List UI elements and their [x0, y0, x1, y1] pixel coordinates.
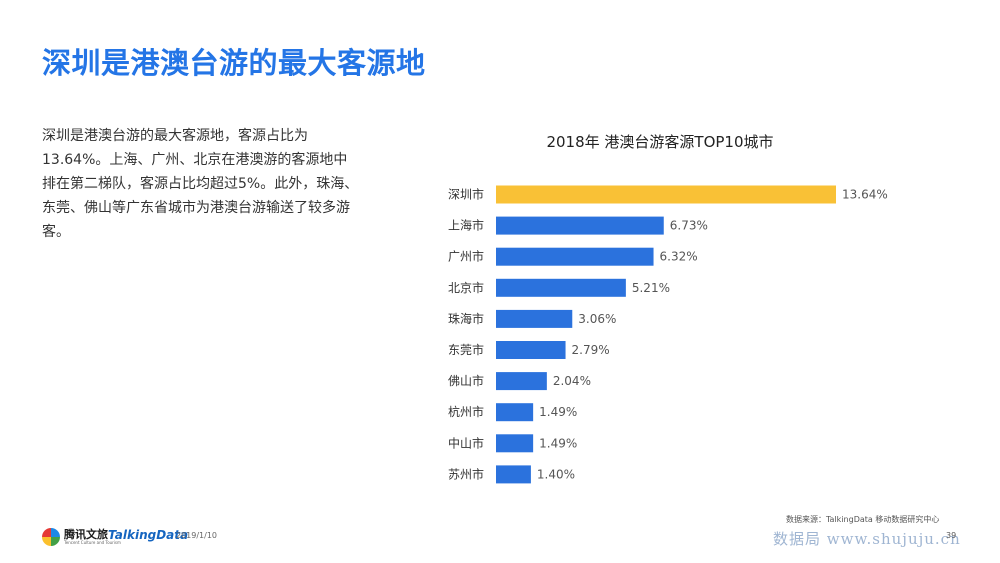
category-label: 珠海市	[448, 311, 484, 326]
bar	[496, 372, 547, 391]
category-label: 深圳市	[448, 187, 484, 202]
tencent-logo-icon	[42, 528, 60, 546]
bar	[496, 185, 836, 204]
category-label: 广州市	[448, 249, 484, 264]
value-label: 1.40%	[537, 467, 575, 481]
talkingdata-logo: TalkingData	[108, 528, 189, 542]
value-label: 1.49%	[539, 405, 577, 419]
tencent-logo-text: 腾讯文旅	[64, 528, 108, 541]
category-label: 北京市	[448, 280, 484, 295]
bar	[496, 465, 531, 484]
bar	[496, 434, 534, 453]
bar	[496, 278, 626, 297]
category-label: 佛山市	[448, 373, 484, 388]
value-label: 3.06%	[578, 312, 616, 326]
bar	[496, 216, 664, 235]
category-label: 上海市	[448, 218, 484, 233]
tencent-culture-logo: 腾讯文旅 Tencent Culture and Tourism	[42, 527, 121, 547]
description-text: 深圳是港澳台游的最大客源地，客源占比为13.64%。上海、广州、北京在港澳游的客…	[42, 128, 359, 240]
bar	[496, 309, 573, 328]
category-label: 杭州市	[448, 404, 484, 419]
data-source: 数据来源：TalkingData 移动数据研究中心	[786, 515, 940, 524]
bar	[496, 247, 654, 266]
value-label: 5.21%	[632, 281, 670, 295]
tencent-logo-subtext: Tencent Culture and Tourism	[64, 540, 121, 545]
page-title: 深圳是港澳台游的最大客源地	[42, 46, 426, 80]
footer-date: 2019/1/10	[176, 531, 218, 540]
chart-title: 2018年 港澳台游客源TOP10城市	[546, 133, 774, 151]
category-label: 东莞市	[448, 342, 484, 357]
watermark: 数据局 www.shujuju.cn	[773, 530, 961, 548]
category-label: 苏州市	[448, 466, 484, 481]
value-label: 6.32%	[660, 250, 698, 264]
bar	[496, 341, 566, 359]
value-label: 13.64%	[842, 188, 888, 202]
bar	[496, 403, 534, 422]
value-label: 1.49%	[539, 436, 577, 450]
value-label: 2.04%	[553, 374, 591, 388]
category-label: 中山市	[448, 435, 484, 450]
value-label: 6.73%	[670, 219, 708, 233]
value-label: 2.79%	[572, 343, 610, 357]
page-number: 39	[946, 531, 957, 540]
